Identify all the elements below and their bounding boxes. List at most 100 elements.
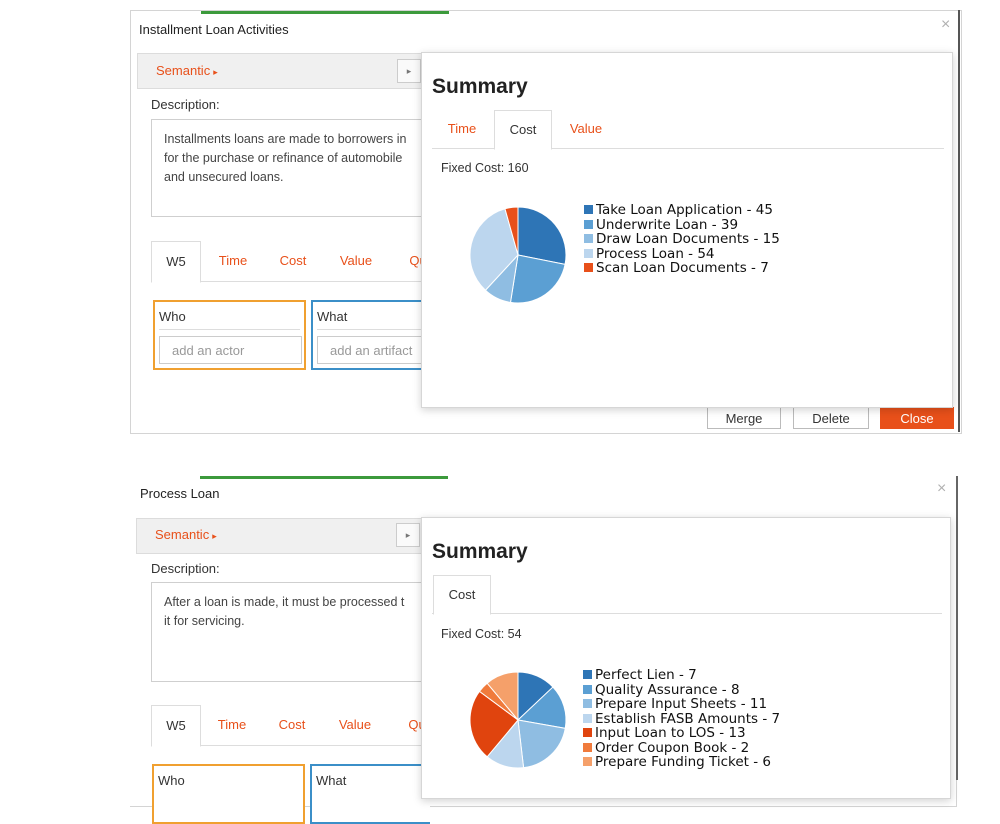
- close-button[interactable]: Close: [880, 407, 954, 429]
- legend-item: Process Loan - 54: [584, 245, 780, 262]
- who-label: Who: [159, 309, 186, 324]
- legend-label: Input Loan to LOS - 13: [595, 725, 746, 741]
- dialog-accent-bar: [201, 11, 449, 14]
- legend-item: Prepare Input Sheets - 11: [583, 697, 780, 712]
- pie-slice-process-loan[interactable]: [469, 208, 519, 291]
- legend-swatch: [583, 728, 592, 737]
- legend-swatch: [584, 263, 593, 272]
- close-icon[interactable]: ×: [941, 16, 951, 33]
- summary-title: Summary: [432, 75, 528, 98]
- pie-slice-prepare-funding-ticket[interactable]: [486, 671, 519, 722]
- tab-value[interactable]: Value: [338, 717, 372, 732]
- dialog-title: Installment Loan Activities: [139, 22, 289, 37]
- pie-slice-input-loan-to-los[interactable]: [469, 690, 519, 758]
- expand-semantic-button[interactable]: ▸: [397, 59, 421, 83]
- fixed-cost: Fixed Cost: 160: [441, 161, 529, 175]
- cost-pie-chart: [469, 206, 567, 304]
- dialog-accent-bar: [200, 476, 448, 479]
- legend-label: Quality Assurance - 8: [595, 681, 740, 698]
- summary-tabs: Cost: [432, 575, 942, 615]
- legend-label: Prepare Funding Ticket - 6: [595, 754, 772, 770]
- legend-label: Take Loan Application - 45: [596, 202, 773, 218]
- description-label: Description:: [151, 97, 220, 112]
- legend-swatch: [583, 699, 592, 708]
- tab-cost[interactable]: Cost: [433, 575, 491, 615]
- semantic-label: Semantic: [156, 63, 211, 78]
- divider: [317, 329, 427, 330]
- merge-button[interactable]: Merge: [707, 407, 781, 429]
- caret-right-icon: ▸: [213, 67, 218, 77]
- summary-popover: Summary Time Cost Value Fixed Cost: 160 …: [421, 52, 953, 408]
- legend-swatch: [583, 742, 592, 752]
- tab-time[interactable]: Time: [218, 253, 248, 268]
- close-icon[interactable]: ×: [937, 480, 947, 497]
- legend-item: Establish FASB Amounts - 7: [583, 710, 781, 727]
- tab-cost[interactable]: Cost: [278, 717, 306, 732]
- tab-value[interactable]: Value: [569, 121, 603, 136]
- tab-w5[interactable]: W5: [151, 705, 201, 747]
- w5-tabs: W5 Time Cost Value Qu: [151, 241, 451, 283]
- divider: [159, 329, 300, 330]
- actor-input[interactable]: [159, 336, 302, 364]
- semantic-label: Semantic: [155, 527, 210, 542]
- w5-tabs: W5 Time Cost Value Qu: [151, 705, 451, 747]
- scrollbar-edge: [958, 10, 960, 432]
- legend-item: Underwrite Loan - 39: [584, 216, 780, 233]
- description-field[interactable]: Installments loans are made to borrowers…: [151, 119, 451, 217]
- tab-cost[interactable]: Cost: [279, 253, 307, 268]
- legend-item: Draw Loan Documents - 15: [584, 232, 780, 247]
- what-label: What: [316, 773, 347, 788]
- legend-label: Draw Loan Documents - 15: [596, 231, 780, 247]
- legend-item: Take Loan Application - 45: [584, 203, 780, 218]
- legend-label: Perfect Lien - 7: [595, 667, 697, 683]
- tab-time[interactable]: Time: [217, 717, 247, 732]
- legend-label: Underwrite Loan - 39: [596, 216, 739, 233]
- who-label: Who: [158, 773, 185, 788]
- tab-cost[interactable]: Cost: [494, 110, 552, 150]
- what-label: What: [317, 309, 348, 324]
- legend-label: Prepare Input Sheets - 11: [595, 696, 768, 712]
- tab-w5[interactable]: W5: [151, 241, 201, 283]
- legend-swatch: [584, 234, 593, 243]
- tab-value[interactable]: Value: [339, 253, 373, 268]
- semantic-toggle[interactable]: Semantic ▸: [156, 63, 218, 78]
- caret-right-icon: ▸: [212, 531, 217, 541]
- summary-tabs: Time Cost Value: [432, 110, 944, 150]
- legend-swatch: [584, 219, 593, 229]
- expand-semantic-button[interactable]: ▸: [396, 523, 420, 547]
- legend-label: Process Loan - 54: [596, 245, 715, 262]
- pie-slice-scan-loan-documents[interactable]: [504, 206, 519, 256]
- summary-popover: Summary Cost Fixed Cost: 54 Perfect Lien…: [421, 517, 951, 799]
- what-box: What: [310, 764, 430, 824]
- summary-title: Summary: [432, 540, 528, 563]
- cost-pie-chart: [469, 671, 567, 769]
- legend-item: Scan Loan Documents - 7: [584, 261, 780, 276]
- legend-item: Prepare Funding Ticket - 6: [583, 755, 780, 770]
- legend-label: Scan Loan Documents - 7: [596, 260, 769, 276]
- legend-item: Perfect Lien - 7: [583, 668, 780, 683]
- legend-item: Quality Assurance - 8: [583, 681, 780, 698]
- cost-legend: Perfect Lien - 7 Quality Assurance - 8 Pre…: [583, 668, 780, 770]
- description-field[interactable]: After a loan is made, it must be process…: [151, 582, 451, 682]
- description-label: Description:: [151, 561, 220, 576]
- legend-swatch: [583, 757, 592, 766]
- tab-time[interactable]: Time: [447, 121, 477, 136]
- legend-swatch: [583, 713, 592, 723]
- pie-slice-take-loan-application[interactable]: [517, 206, 567, 265]
- who-box: Who: [152, 764, 305, 824]
- legend-item: Order Coupon Book - 2: [583, 739, 780, 756]
- delete-button[interactable]: Delete: [793, 407, 869, 429]
- legend-label: Order Coupon Book - 2: [595, 739, 750, 756]
- legend-swatch: [584, 248, 593, 258]
- legend-swatch: [583, 684, 592, 694]
- scrollbar-edge: [956, 476, 958, 780]
- legend-swatch: [584, 205, 593, 214]
- semantic-toggle[interactable]: Semantic ▸: [155, 527, 217, 542]
- legend-label: Establish FASB Amounts - 7: [595, 710, 781, 727]
- what-box: What: [311, 300, 457, 370]
- legend-item: Input Loan to LOS - 13: [583, 726, 780, 741]
- pie-slice-underwrite-loan[interactable]: [509, 254, 566, 304]
- dialog-title: Process Loan: [140, 486, 220, 501]
- pie-slice-prepare-input-sheets[interactable]: [517, 719, 566, 769]
- fixed-cost: Fixed Cost: 54: [441, 627, 522, 641]
